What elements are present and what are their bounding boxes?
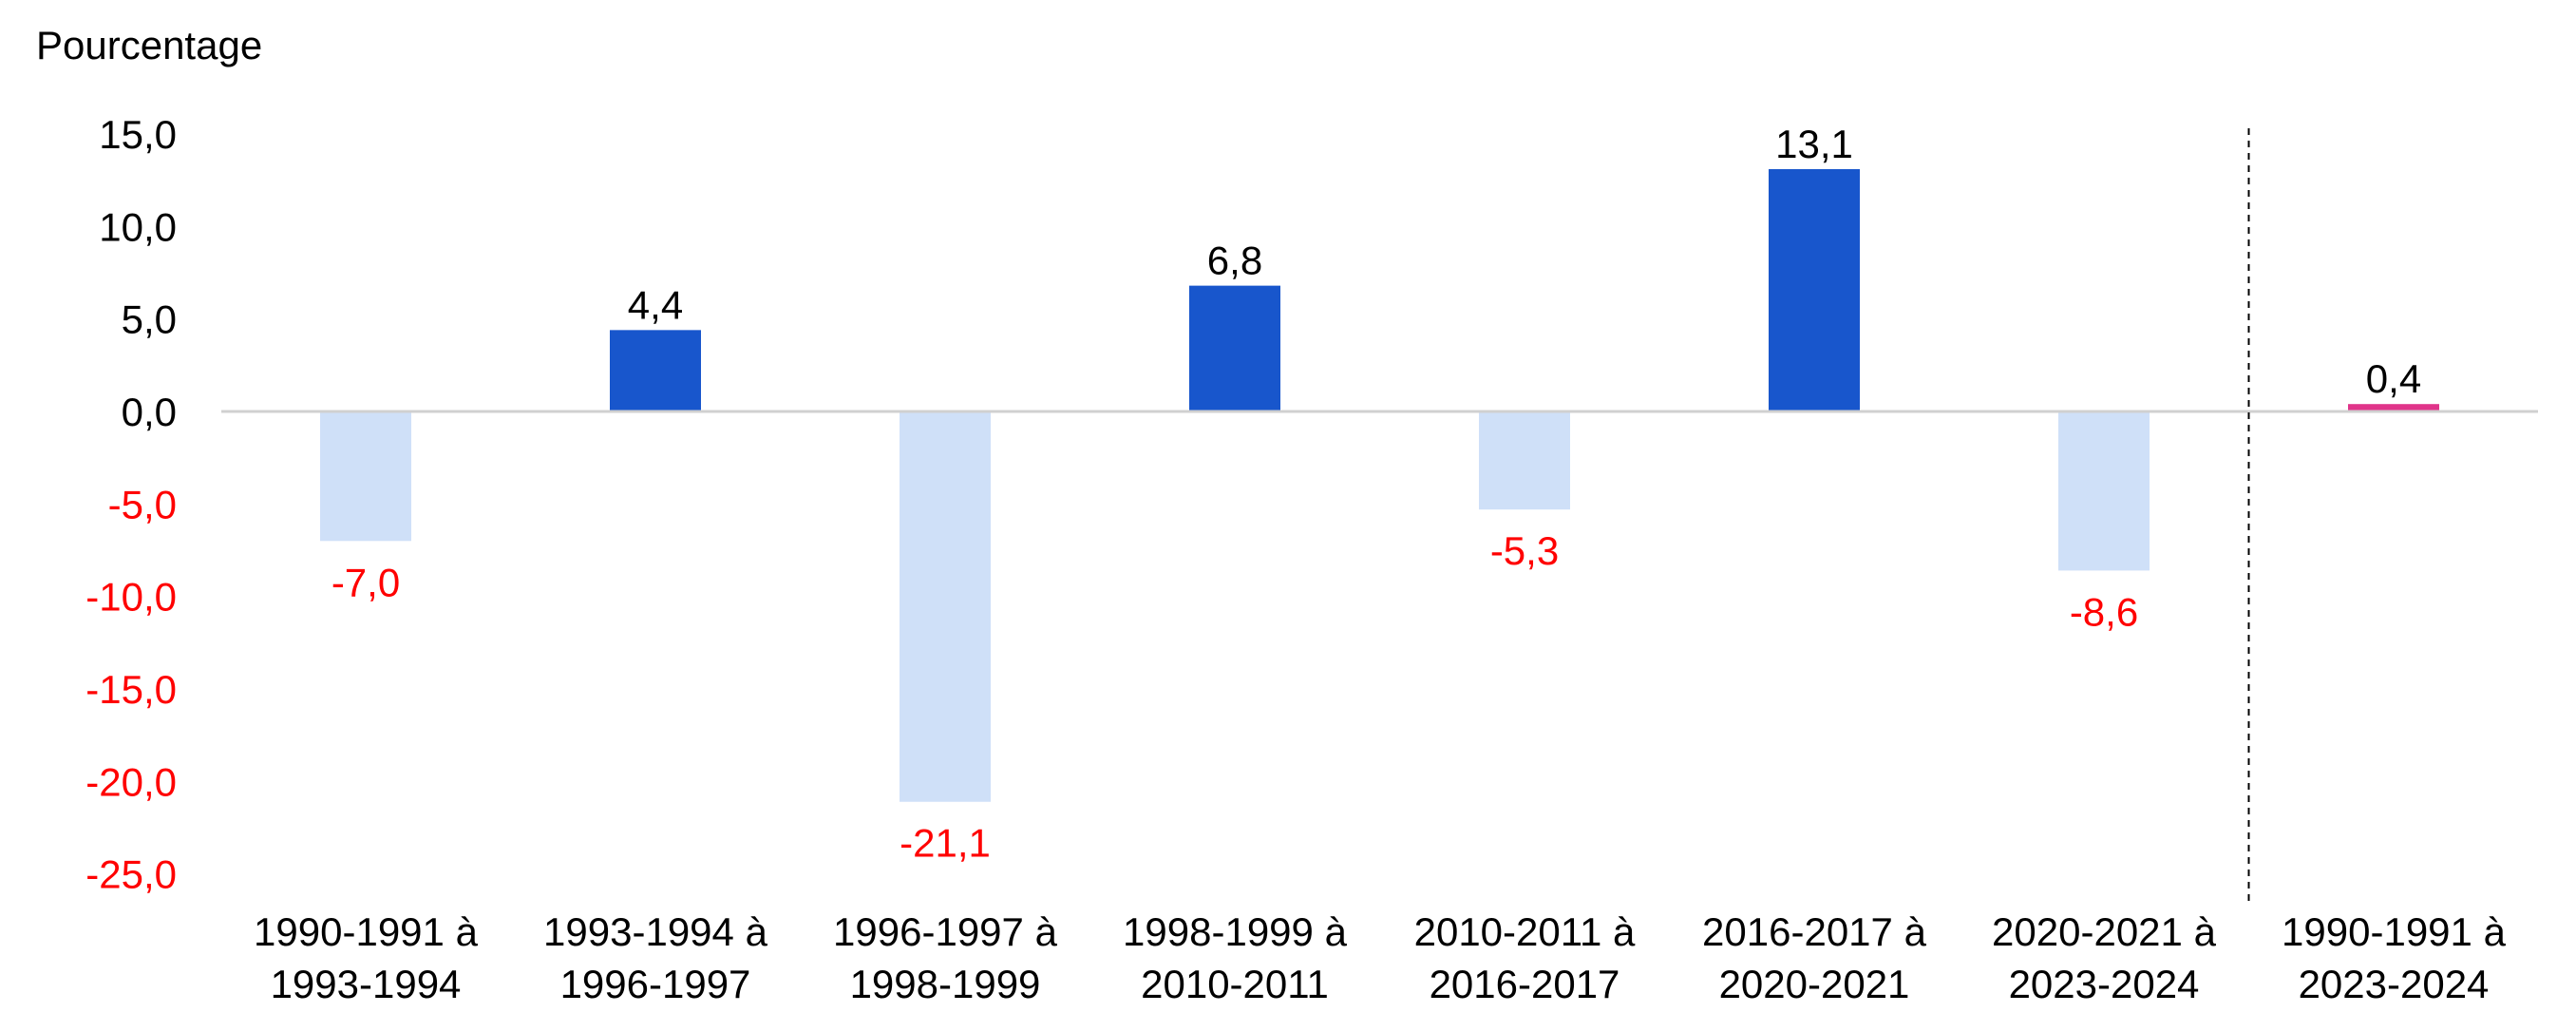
data-labels: -7,0 4,4 -21,1 6,8 -5,3 13,1 -8,6 0,4 xyxy=(331,122,2421,866)
data-label: 0,4 xyxy=(2366,356,2421,401)
data-label: 13,1 xyxy=(1775,122,1853,166)
category-labels: 1990-1991 à 1993-1994 1993-1994 à 1996-1997… xyxy=(254,909,2507,1006)
y-tick-label: 10,0 xyxy=(99,204,177,249)
bar xyxy=(2348,404,2439,411)
y-axis-label: Pourcentage xyxy=(36,23,262,67)
category-label: 2016-2017 xyxy=(1430,962,1620,1006)
y-tick-label: -10,0 xyxy=(85,575,177,620)
category-label: 2016-2017 à xyxy=(1702,909,1927,954)
y-tick-label: 15,0 xyxy=(99,112,177,157)
axes xyxy=(221,128,2538,905)
category-label: 2023-2024 xyxy=(2299,962,2490,1006)
y-tick-label: -25,0 xyxy=(85,852,177,897)
bar xyxy=(1479,411,1570,510)
bar xyxy=(900,411,991,802)
category-label: 1990-1991 à xyxy=(2282,909,2507,954)
y-tick-label: -15,0 xyxy=(85,667,177,712)
category-label: 2020-2021 xyxy=(1719,962,1910,1006)
category-label: 1996-1997 à xyxy=(833,909,1058,954)
data-label: -21,1 xyxy=(900,821,991,866)
category-label: 1990-1991 à xyxy=(254,909,479,954)
category-label: 1998-1999 xyxy=(850,962,1041,1006)
category-label: 2010-2011 xyxy=(1141,962,1329,1006)
bar xyxy=(320,411,411,542)
category-label: 2023-2024 xyxy=(2009,962,2200,1006)
bar xyxy=(2058,411,2150,571)
y-tick-label: 0,0 xyxy=(122,390,177,434)
y-tick-label: 5,0 xyxy=(122,297,177,342)
y-axis-ticks: 15,0 10,0 5,0 0,0 -5,0 -10,0 -15,0 -20,0 -25,0 xyxy=(85,112,177,897)
category-label: 1998-1999 à xyxy=(1123,909,1348,954)
category-label: 1996-1997 xyxy=(560,962,751,1006)
y-tick-label: -5,0 xyxy=(108,482,177,526)
bar xyxy=(1189,285,1280,411)
data-label: 4,4 xyxy=(628,282,683,327)
data-label: -7,0 xyxy=(331,560,400,604)
category-label: 1993-1994 à xyxy=(543,909,768,954)
data-label: 6,8 xyxy=(1207,239,1262,283)
bar xyxy=(610,330,701,411)
bar xyxy=(1769,168,1860,411)
bars xyxy=(320,168,2439,802)
y-tick-label: -20,0 xyxy=(85,759,177,804)
data-label: -8,6 xyxy=(2070,589,2138,634)
category-label: 2010-2011 à xyxy=(1414,909,1636,954)
category-label: 1993-1994 xyxy=(271,962,462,1006)
category-label: 2020-2021 à xyxy=(1992,909,2217,954)
data-label: -5,3 xyxy=(1490,528,1559,573)
